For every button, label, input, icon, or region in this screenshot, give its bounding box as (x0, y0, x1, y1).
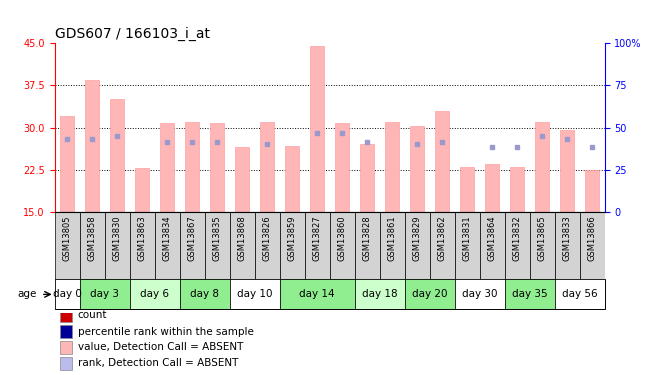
Bar (85, 80, 99, 212)
Text: GSM13866: GSM13866 (587, 215, 597, 261)
Bar (55, 212, 80, 279)
Text: GSM13827: GSM13827 (312, 215, 322, 261)
Bar (505, 212, 529, 279)
Bar (304, 212, 330, 279)
Bar (505, 279, 555, 309)
Bar (386, 122, 399, 212)
Text: GSM13864: GSM13864 (488, 215, 497, 261)
Bar (510, 167, 524, 212)
Bar (555, 279, 605, 309)
Bar (80, 279, 130, 309)
Bar (480, 212, 505, 279)
Bar (254, 212, 280, 279)
Bar (210, 123, 224, 212)
Text: GSM13831: GSM13831 (463, 215, 472, 261)
Text: GSM13868: GSM13868 (238, 215, 246, 261)
Bar (560, 130, 574, 212)
Bar (60, 326, 72, 338)
Bar (161, 123, 174, 212)
Bar (555, 212, 579, 279)
Text: day 56: day 56 (562, 290, 597, 299)
Text: count: count (78, 310, 107, 321)
Bar (280, 212, 304, 279)
Bar (55, 279, 80, 309)
Text: day 8: day 8 (190, 290, 219, 299)
Bar (204, 212, 230, 279)
Bar (380, 212, 405, 279)
Bar (455, 279, 505, 309)
Bar (405, 279, 455, 309)
Bar (355, 279, 405, 309)
Bar (111, 99, 124, 212)
Text: day 35: day 35 (512, 290, 547, 299)
Text: GSM13858: GSM13858 (88, 215, 97, 261)
Text: rank, Detection Call = ABSENT: rank, Detection Call = ABSENT (78, 358, 238, 368)
Bar (280, 279, 355, 309)
Text: day 30: day 30 (462, 290, 498, 299)
Text: GSM13865: GSM13865 (537, 215, 547, 261)
Bar (180, 212, 204, 279)
Bar (230, 279, 280, 309)
Text: day 14: day 14 (299, 290, 335, 299)
Text: GSM13860: GSM13860 (338, 215, 347, 261)
Text: GSM13834: GSM13834 (163, 215, 172, 261)
Text: GSM13862: GSM13862 (438, 215, 447, 261)
Text: day 0: day 0 (53, 290, 81, 299)
Bar (130, 212, 155, 279)
Bar (585, 170, 599, 212)
Bar (135, 168, 149, 212)
Bar (80, 212, 105, 279)
Bar (285, 146, 299, 212)
Text: GSM13830: GSM13830 (113, 215, 122, 261)
Text: percentile rank within the sample: percentile rank within the sample (78, 327, 254, 337)
Text: GDS607 / 166103_i_at: GDS607 / 166103_i_at (55, 27, 210, 41)
Bar (360, 144, 374, 212)
Bar (235, 147, 249, 212)
Bar (579, 212, 605, 279)
Text: age: age (18, 290, 37, 299)
Text: GSM13828: GSM13828 (363, 215, 372, 261)
Bar (230, 212, 254, 279)
Text: GSM13863: GSM13863 (138, 215, 147, 261)
Bar (60, 309, 72, 322)
Bar (335, 123, 349, 212)
Bar (60, 341, 72, 354)
Text: value, Detection Call = ABSENT: value, Detection Call = ABSENT (78, 342, 243, 352)
Text: day 6: day 6 (140, 290, 169, 299)
Bar (105, 212, 130, 279)
Text: GSM13835: GSM13835 (212, 215, 222, 261)
Bar (60, 116, 74, 212)
Text: GSM13829: GSM13829 (413, 215, 422, 261)
Text: GSM13832: GSM13832 (513, 215, 521, 261)
Bar (180, 279, 230, 309)
Text: GSM13826: GSM13826 (262, 215, 272, 261)
Bar (460, 167, 474, 212)
Text: GSM13861: GSM13861 (388, 215, 397, 261)
Bar (330, 212, 355, 279)
Text: day 3: day 3 (90, 290, 119, 299)
Bar (535, 122, 549, 212)
Bar (455, 212, 480, 279)
Bar (60, 357, 72, 369)
Text: day 20: day 20 (412, 290, 448, 299)
Bar (486, 164, 499, 212)
Bar (410, 126, 424, 212)
Bar (155, 212, 180, 279)
Bar (430, 212, 455, 279)
Text: GSM13805: GSM13805 (63, 215, 72, 261)
Bar (529, 212, 555, 279)
Text: GSM13833: GSM13833 (563, 215, 571, 261)
Text: day 18: day 18 (362, 290, 398, 299)
Bar (260, 122, 274, 212)
Text: GSM13867: GSM13867 (188, 215, 196, 261)
Bar (310, 46, 324, 212)
Bar (130, 279, 180, 309)
Text: GSM13859: GSM13859 (288, 215, 296, 261)
Bar (355, 212, 380, 279)
Text: day 10: day 10 (237, 290, 272, 299)
Bar (405, 212, 430, 279)
Bar (436, 111, 449, 212)
Bar (185, 122, 199, 212)
